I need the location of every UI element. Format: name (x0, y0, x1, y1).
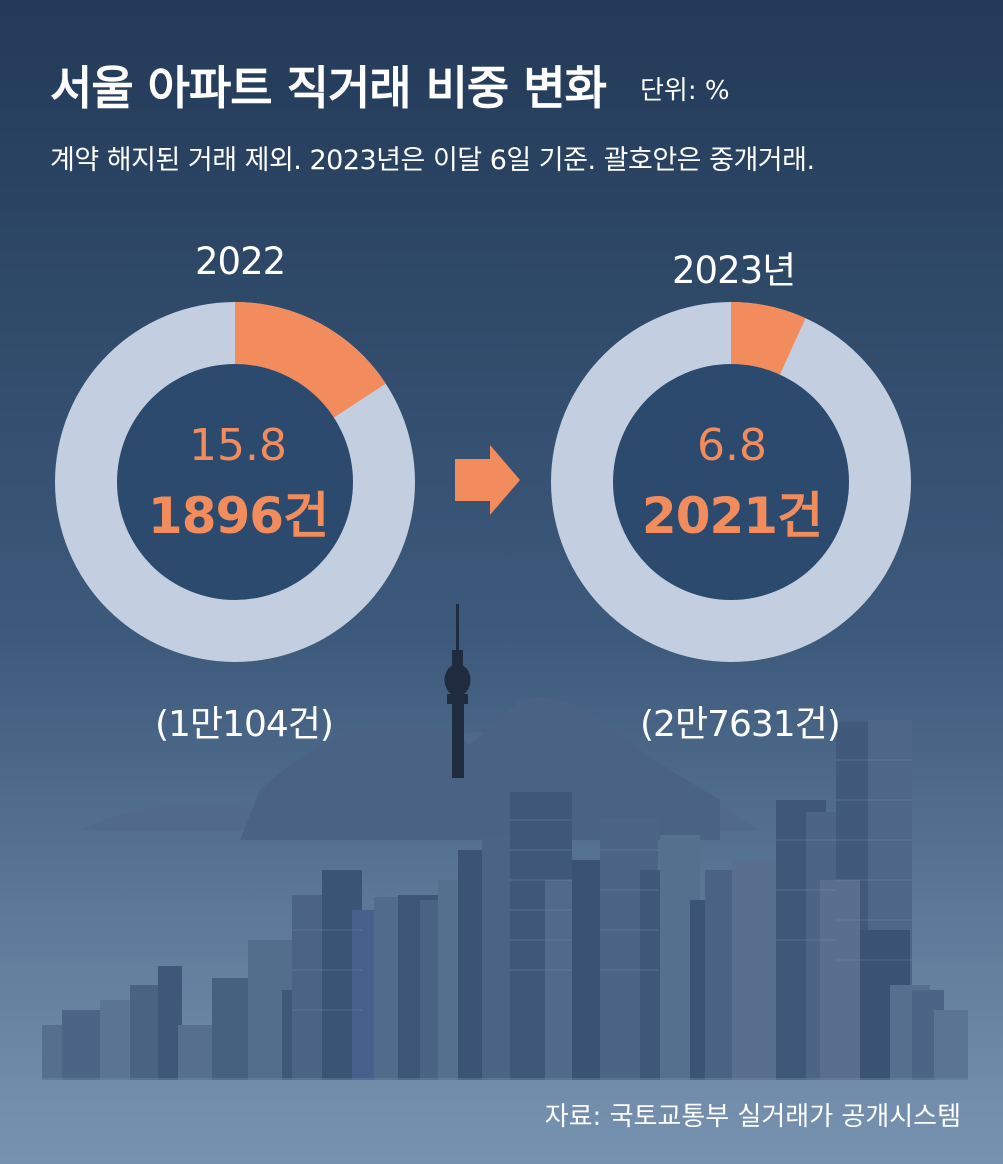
namsan-tower (444, 604, 471, 778)
chart-title: 서울 아파트 직거래 비중 변화 (50, 61, 607, 115)
unit-label: 단위: % (640, 76, 730, 106)
share-value-2023: 6.8 (697, 420, 767, 471)
mountain-front (240, 697, 720, 840)
donut-center-2023 (613, 364, 849, 600)
building-windows (292, 759, 912, 1011)
year-label-2022: 2022 (195, 240, 286, 283)
donut-charts (55, 302, 911, 662)
ground-haze (0, 1078, 1003, 1164)
arrow-right-icon (455, 445, 520, 515)
share-value-2022: 15.8 (189, 420, 287, 471)
broker-total-2022: (1만104건) (155, 704, 334, 745)
city-skyline (42, 720, 968, 1080)
broker-total-2023: (2만7631건) (640, 704, 841, 745)
chart-subtitle: 계약 해지된 거래 제외. 2023년은 이달 6일 기준. 괄호안은 중개거래… (50, 145, 815, 176)
source-note: 자료: 국토교통부 실거래가 공개시스템 (544, 1102, 961, 1132)
direct-count-2023: 2021건 (641, 487, 823, 545)
donut-center-2022 (117, 364, 353, 600)
year-label-2023: 2023년 (672, 249, 796, 292)
direct-count-2022: 1896건 (147, 487, 329, 545)
